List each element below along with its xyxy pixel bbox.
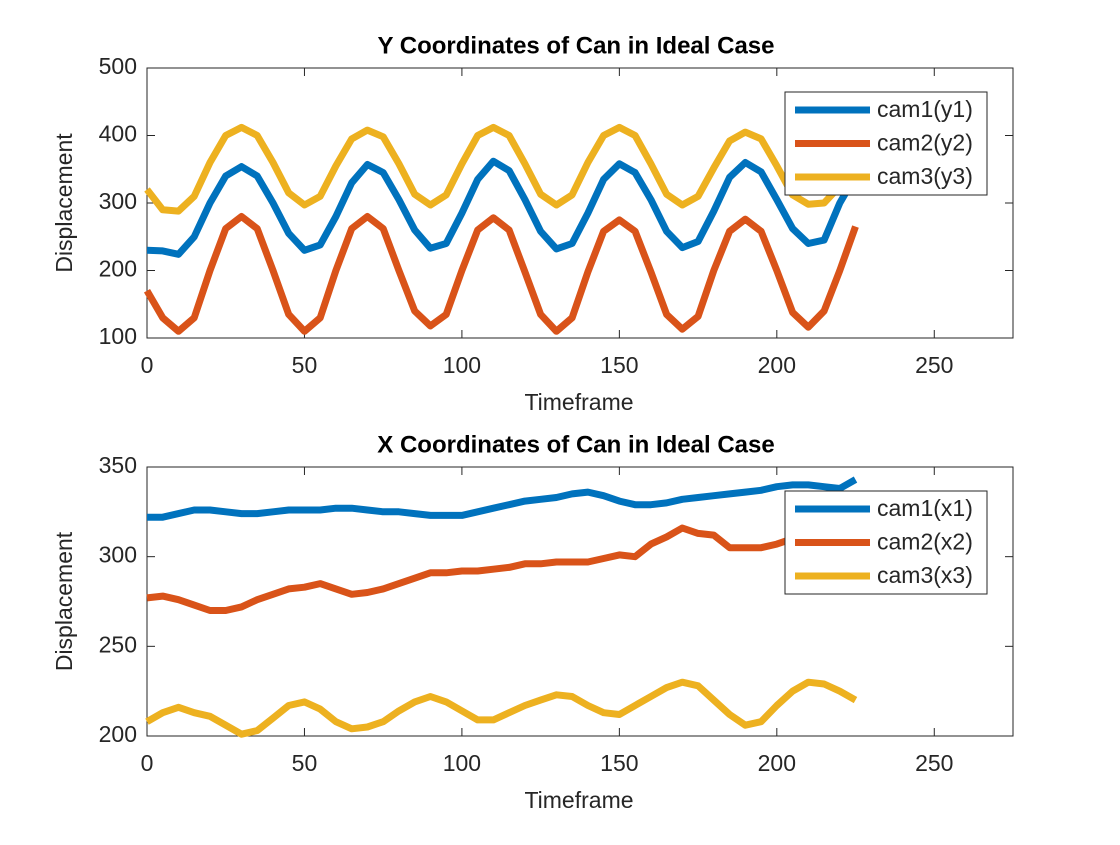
data-line — [145, 678, 858, 738]
legend-label: cam2(x2) — [877, 529, 973, 555]
legend-label: cam1(x1) — [877, 495, 973, 521]
y-axis-label: Displacement — [51, 133, 77, 273]
x-tick-label: 100 — [443, 352, 481, 378]
x-tick-label: 250 — [915, 750, 953, 776]
x-tick-label: 50 — [292, 750, 318, 776]
data-line — [147, 476, 858, 521]
data-line — [146, 524, 856, 614]
data-line — [144, 123, 843, 215]
x-axis-label: Timeframe — [524, 787, 633, 813]
x-tick-label: 250 — [915, 352, 953, 378]
legend-label: cam2(y2) — [877, 130, 973, 156]
data-line — [146, 157, 859, 258]
chart-title: X Coordinates of Can in Ideal Case — [377, 431, 774, 458]
y-tick-label: 300 — [99, 188, 137, 214]
y-axis-label: Displacement — [51, 531, 77, 671]
x-tick-label: 200 — [758, 750, 796, 776]
legend: cam1(x1) cam2(x2) cam3(x3) — [784, 490, 988, 595]
data-line — [143, 213, 859, 335]
x-tick-label: 0 — [141, 352, 154, 378]
subplot: 0 50 100 150 200 250 100 200 300 400 500 Y Coordina… — [51, 32, 1014, 415]
subplot: 0 50 100 150 200 250 200 250 300 350 X Coordinates… — [51, 431, 1014, 813]
x-tick-label: 100 — [443, 750, 481, 776]
y-tick-label: 200 — [99, 256, 137, 282]
y-tick-label: 100 — [99, 323, 137, 349]
legend: cam1(y1) cam2(y2) cam3(y3) — [784, 91, 988, 196]
x-tick-label: 0 — [141, 750, 154, 776]
y-tick-label: 400 — [99, 121, 137, 147]
x-tick-label: 150 — [600, 352, 638, 378]
y-tick-label: 350 — [99, 452, 137, 478]
legend-label: cam3(x3) — [877, 562, 973, 588]
chart-title: Y Coordinates of Can in Ideal Case — [378, 32, 775, 59]
x-tick-label: 50 — [292, 352, 318, 378]
y-tick-label: 200 — [99, 721, 137, 747]
y-tick-label: 250 — [99, 631, 137, 657]
x-axis-label: Timeframe — [524, 389, 633, 415]
x-tick-label: 200 — [758, 352, 796, 378]
legend-label: cam1(y1) — [877, 96, 973, 122]
x-tick-label: 150 — [600, 750, 638, 776]
y-tick-label: 300 — [99, 542, 137, 568]
legend-label: cam3(y3) — [877, 163, 973, 189]
y-tick-label: 500 — [99, 53, 137, 79]
